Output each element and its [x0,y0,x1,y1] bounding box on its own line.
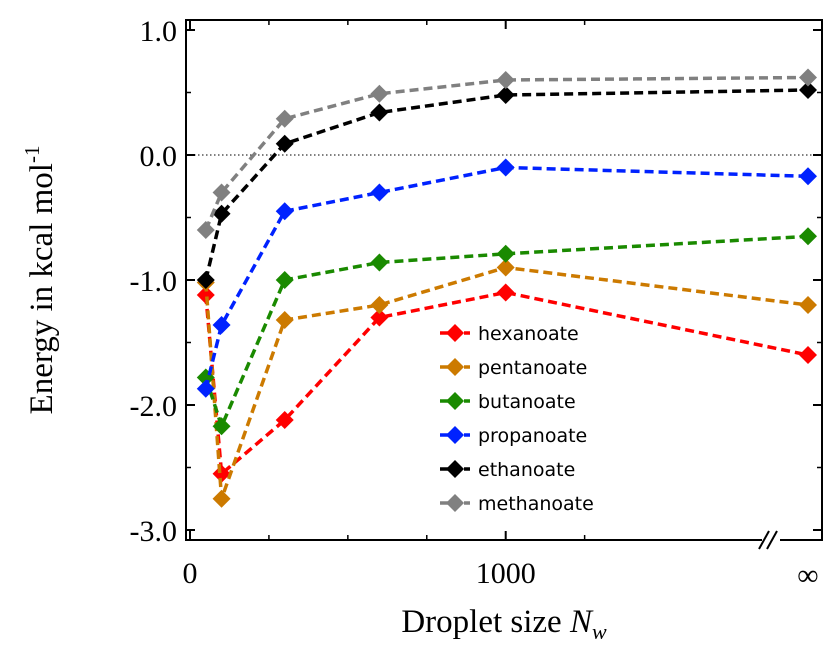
legend-label: hexanoate [478,323,579,345]
series-line [204,290,809,478]
data-point [496,258,515,277]
series-hexanoate [196,283,817,483]
axis-break-slash [758,530,770,550]
x-tick-label: 0 [183,557,198,590]
data-point [496,283,515,302]
data-point [196,286,215,304]
axis-break-slash [766,530,778,550]
legend-item-ethanoate: ethanoate [440,459,575,481]
legend-label: ethanoate [478,459,575,481]
data-point [799,296,817,314]
series-line [204,234,809,432]
x-axis-title: Droplet size Nw [401,604,607,644]
data-point [196,271,215,289]
legend-label: methanoate [478,493,594,515]
legend-label: pentanoate [478,357,587,379]
series-methanoate [196,68,817,239]
y-axis-title: Energy in kcal mol-1 [20,146,60,415]
data-point [212,464,231,483]
data-point [370,253,389,272]
legend-label: butanoate [478,391,576,413]
data-point [212,316,231,334]
legend-item-hexanoate: hexanoate [440,323,579,345]
data-point [196,221,215,239]
data-point [496,86,515,104]
data-point [212,489,231,508]
series-line [204,88,809,281]
legend-item-butanoate: butanoate [440,391,576,413]
legend-marker [446,494,464,512]
x-axis-break [758,530,780,550]
data-point [370,84,389,103]
legend: hexanoate pentanoate butanoate propanoate et… [440,323,594,515]
data-point [370,296,389,314]
y-tick-label: -3.0 [130,515,178,548]
series-propanoate [196,158,817,398]
legend-label: propanoate [478,425,587,447]
data-point [799,346,817,364]
legend-marker [446,426,464,444]
data-point [212,183,231,202]
legend-item-propanoate: propanoate [440,425,587,447]
y-tick-label: -1.0 [130,265,178,298]
legend-marker [446,392,464,410]
series-layer [196,68,817,508]
legend-item-pentanoate: pentanoate [440,357,587,379]
data-point [212,417,231,436]
data-point [275,311,294,329]
data-point [799,81,817,99]
legend-marker [446,324,464,342]
data-point [275,411,294,429]
data-point [370,103,389,122]
data-point [370,308,389,327]
data-point [275,271,294,289]
data-point [496,158,515,177]
data-point [799,68,817,87]
data-point [496,244,515,263]
data-point [496,71,515,89]
x-tick-label: 1000 [476,557,536,590]
legend-item-methanoate: methanoate [440,493,594,515]
y-tick-label: 0.0 [140,140,178,173]
series-line [204,265,809,500]
data-point [275,134,294,153]
series-ethanoate [196,81,817,289]
ticks [186,20,822,540]
tick-labels: 1.0 0.0 -1.0 -2.0 -3.00 1000 ∞ [130,15,819,592]
y-tick-label: 1.0 [140,15,178,48]
series-butanoate [196,227,817,436]
legend-marker [446,358,464,376]
legend-marker [446,460,464,478]
data-point [370,183,389,202]
data-point [275,109,294,128]
data-point [212,204,231,223]
data-point [275,202,294,221]
data-point [196,379,215,398]
x-tick-label: ∞ [797,559,818,592]
y-tick-label: -2.0 [130,390,178,423]
series-line [204,165,809,390]
data-point [799,167,817,186]
data-point [799,227,817,246]
